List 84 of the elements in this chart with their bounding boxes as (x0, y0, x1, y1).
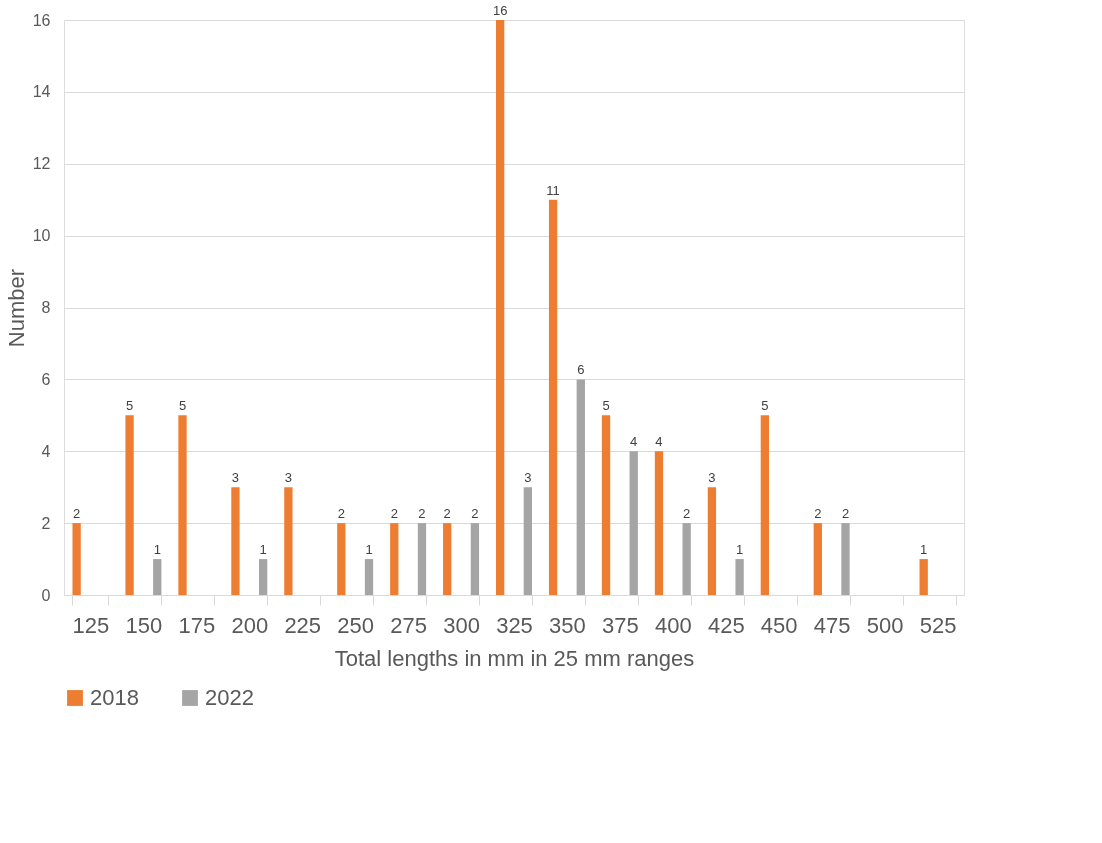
x-tick-label: 150 (125, 612, 163, 638)
x-tick-label: 475 (813, 612, 851, 638)
y-axis-title: Number (3, 268, 29, 348)
x-tick-label: 250 (337, 612, 375, 638)
data-label: 16 (492, 3, 508, 18)
bar (523, 487, 532, 595)
x-tick-label: 350 (549, 612, 586, 638)
y-tick-label: 4 (41, 442, 51, 460)
data-label: 1 (365, 542, 373, 558)
bar (231, 487, 240, 595)
x-tick-label: 225 (284, 612, 322, 638)
y-tick-label: 16 (32, 11, 51, 29)
bar (813, 523, 822, 595)
y-tick-label: 8 (41, 299, 51, 316)
y-tick-label: 0 (41, 586, 51, 604)
data-label: 6 (577, 362, 585, 378)
bar (496, 20, 505, 595)
bar (284, 487, 293, 595)
bar (443, 523, 452, 595)
x-tick-label: 425 (707, 612, 745, 638)
data-label: 3 (284, 470, 293, 486)
x-tick-label: 175 (178, 612, 216, 638)
data-label: 5 (761, 398, 769, 414)
data-label: 3 (708, 470, 716, 486)
legend-label: 2022 (205, 685, 254, 710)
bar (654, 451, 664, 595)
data-label: 2 (471, 506, 479, 522)
data-label: 1 (259, 542, 267, 558)
data-label: 2 (443, 506, 451, 522)
data-label: 5 (178, 398, 187, 414)
data-label: 2 (841, 506, 850, 522)
bar (153, 559, 162, 595)
x-axis-title: Total lengths in mm in 25 mm ranges (334, 645, 695, 671)
y-tick-label: 6 (41, 370, 51, 388)
data-label: 3 (524, 470, 532, 486)
bar (417, 523, 427, 595)
bar (601, 415, 611, 595)
data-label: 11 (546, 182, 560, 198)
x-tick-label: 525 (919, 612, 957, 638)
bar (919, 559, 928, 595)
legend-label: 2018 (90, 685, 139, 710)
data-label: 5 (125, 398, 134, 414)
y-tick-label: 10 (32, 227, 51, 245)
bar (337, 523, 346, 595)
x-tick-label: 200 (231, 612, 269, 638)
bar (576, 379, 585, 595)
data-label: 2 (814, 506, 822, 522)
data-label: 1 (735, 542, 744, 558)
data-label: 3 (231, 470, 240, 486)
x-tick-label: 300 (443, 612, 480, 638)
x-tick-label: 325 (496, 612, 533, 638)
bar (629, 451, 638, 595)
x-tick-label: 500 (866, 612, 904, 638)
x-tick-label: 125 (72, 612, 110, 638)
bar (178, 415, 187, 595)
bar (760, 415, 770, 595)
bar (258, 559, 268, 595)
bar (841, 523, 850, 595)
data-label: 2 (390, 506, 398, 522)
data-label: 4 (630, 434, 638, 450)
y-tick-label: 14 (32, 83, 51, 101)
data-label: 5 (602, 398, 610, 414)
data-label: 4 (655, 434, 663, 450)
bar (707, 487, 717, 595)
data-label: 1 (153, 542, 161, 558)
bar (548, 199, 558, 595)
data-label: 2 (337, 506, 345, 522)
y-tick-label: 12 (32, 155, 51, 173)
data-label: 1 (920, 542, 928, 558)
x-tick-label: 400 (654, 612, 692, 638)
bar (735, 559, 744, 595)
bar (364, 559, 374, 595)
bar (72, 523, 81, 595)
x-tick-label: 275 (390, 612, 427, 638)
bar (682, 523, 691, 595)
bar (390, 523, 399, 595)
y-tick-label: 2 (41, 514, 51, 532)
bar (470, 523, 480, 595)
x-tick-label: 450 (760, 612, 798, 638)
data-label: 2 (73, 506, 81, 522)
bar (125, 415, 134, 595)
data-label: 2 (418, 506, 426, 522)
x-tick-label: 375 (602, 612, 639, 638)
data-label: 2 (683, 506, 691, 522)
